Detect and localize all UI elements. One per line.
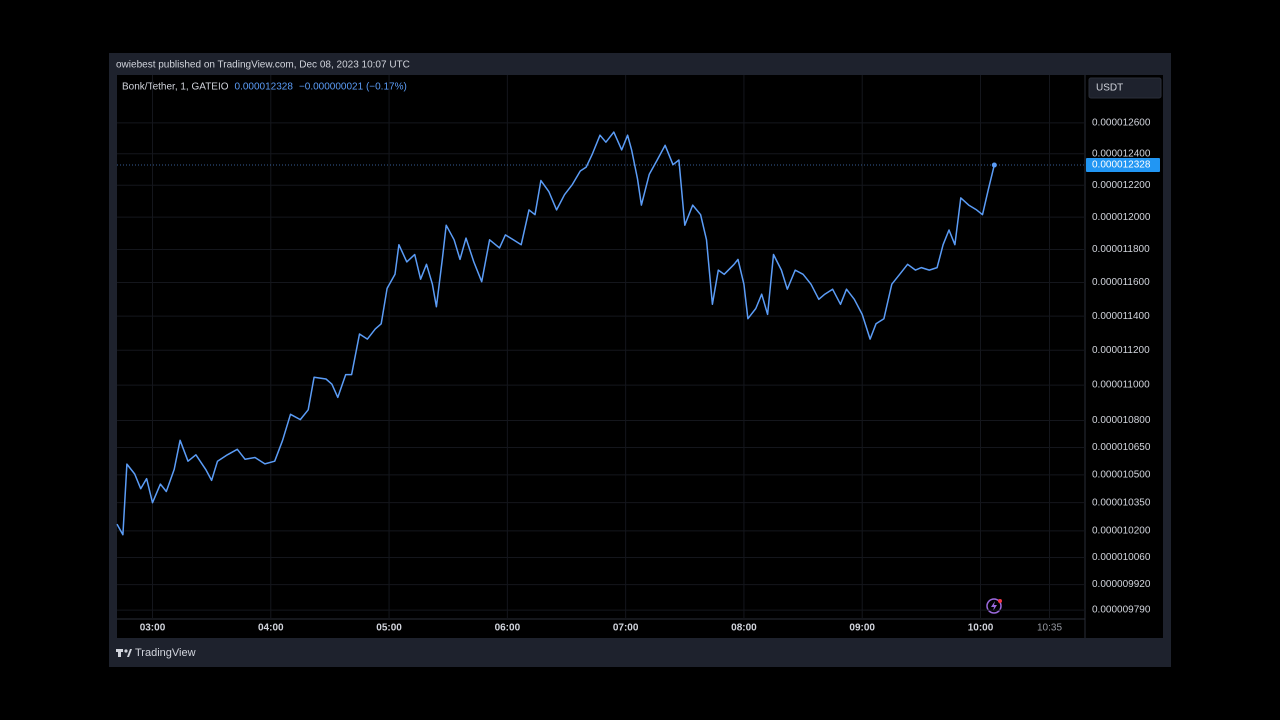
x-tick-label: 09:00: [849, 623, 875, 634]
y-tick-label: 0.000010350: [1092, 497, 1151, 508]
y-tick-label: 0.000012400: [1092, 148, 1151, 159]
y-tick-label: 0.000012200: [1092, 180, 1151, 191]
x-tick-label: 05:00: [376, 623, 402, 634]
y-tick-label: 0.000011200: [1092, 345, 1150, 356]
y-tick-label: 0.000010650: [1092, 442, 1151, 453]
x-tick-label: 07:00: [613, 623, 639, 634]
plot-area: [117, 75, 1163, 638]
last-point: [991, 162, 997, 168]
x-tick-label: 08:00: [731, 623, 757, 634]
price-badge: [1086, 158, 1160, 173]
x-tick-label: 06:00: [495, 623, 521, 634]
x-tick-label: 10:00: [968, 623, 994, 634]
brand: TradingView: [135, 647, 196, 659]
last-price: 0.000012328: [235, 82, 294, 93]
y-tick-label: 0.000009790: [1092, 605, 1151, 616]
x-tick-label: 04:00: [258, 623, 284, 634]
y-tick-label: 0.000011600: [1092, 277, 1150, 288]
chart-title: owiebest published on TradingView.com, D…: [116, 60, 410, 71]
y-tick-label: 0.000010800: [1092, 415, 1151, 426]
x-tick-label: 03:00: [140, 623, 166, 634]
y-tick-label: 0.000011000: [1092, 380, 1150, 391]
y-tick-label: 0.000011400: [1092, 311, 1150, 322]
price-line: [116, 131, 996, 536]
currency: USDT: [1096, 83, 1123, 94]
y-tick-label: 0.000010060: [1092, 552, 1151, 563]
y-tick-label: 0.000012600: [1092, 118, 1151, 129]
y-tick-label: 0.000011800: [1092, 244, 1150, 255]
price-change: −0.000000021 (−0.17%): [299, 82, 407, 93]
flash-icon[interactable]: [986, 598, 1002, 614]
y-tick-label: 0.000010500: [1092, 470, 1151, 481]
x-tick-label: 10:35: [1037, 623, 1062, 634]
price-badge-label: 0.000012328: [1092, 160, 1151, 171]
y-tick-label: 0.000010200: [1092, 526, 1151, 537]
currency-box[interactable]: [1088, 77, 1162, 99]
y-tick-label: 0.000012000: [1092, 212, 1151, 223]
logo: [116, 649, 132, 657]
symbol: Bonk/Tether, 1, GATEIO: [122, 82, 229, 93]
y-tick-label: 0.000009920: [1092, 579, 1151, 590]
